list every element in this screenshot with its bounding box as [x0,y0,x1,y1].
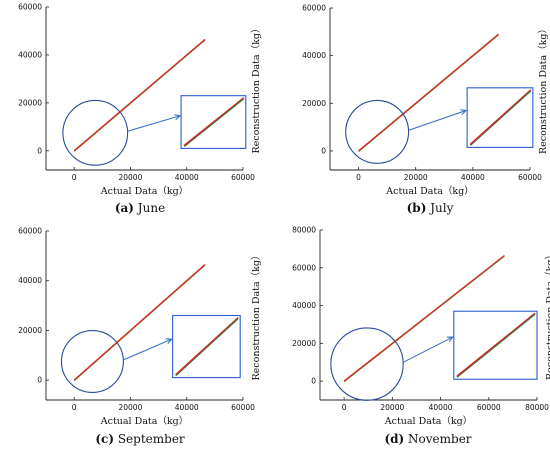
chart-panel-1: 0 20000 40000 60000 0 20000 40000 60000 Actual D… [18,3,262,216]
y-tick-label: 0 [311,377,316,386]
panel-caption-text: June [136,201,165,215]
x-tick-label: 40000 [175,403,199,412]
y-tick-label: 40000 [302,51,326,60]
x-tick-label: 20000 [380,403,404,412]
x-tick-label: 40000 [429,403,453,412]
panel-letter: (d) [384,432,404,446]
series-line [343,254,505,382]
panel-caption: (a) June [115,201,165,215]
panel-letter: (b) [407,201,427,215]
chart-panel-4: 0 20000 40000 60000 80000 0 20000 40000 60000 800… [292,226,550,447]
zoom-circle [330,327,404,401]
y-tick-label: 60000 [18,227,42,236]
y-tick-label: 40000 [292,301,316,310]
zoom-circle [62,99,129,166]
inset-line-dark [184,98,245,147]
inset-line-red [456,312,536,377]
y-axis-title: Reconstruction Data（kg） [537,24,549,154]
y-tick-label: 20000 [302,99,326,108]
zoom-circle [345,99,410,164]
panel-caption: (c) September [95,432,185,446]
panel-letter: (c) [95,432,114,446]
chart-panel-2: 0 20000 40000 60000 0 20000 40000 60000 Actual D… [302,4,549,216]
inset-line-red [183,97,245,146]
chart-panel-3: 0 20000 40000 60000 0 20000 40000 60000 Actual D… [18,227,262,447]
panel-caption: (d) November [384,432,471,446]
zoom-arrow-head [460,109,468,116]
inset-line-red [469,89,532,145]
x-tick-label: 0 [342,403,347,412]
x-tick-label: 20000 [404,173,428,182]
x-axis-title: Actual Data（kg） [384,415,472,427]
inset-line-dark [457,313,536,378]
y-tick-label: 80000 [292,226,316,235]
x-axis-title: Actual Data（kg） [100,185,188,197]
x-axis-title: Actual Data（kg） [100,415,188,427]
x-tick-label: 60000 [518,173,542,182]
y-tick-label: 0 [37,376,42,385]
x-tick-label: 20000 [118,173,142,182]
x-tick-label: 0 [356,173,361,182]
zoom-arrow [127,115,181,132]
series-line [358,33,500,152]
zoom-arrow [408,109,467,131]
zoom-circle [60,329,124,393]
y-tick-label: 60000 [292,263,316,272]
panel-letter: (a) [115,201,134,215]
y-tick-label: 20000 [292,339,316,348]
zoom-arrow [123,338,172,361]
y-tick-label: 60000 [18,3,42,12]
y-axis-title: Reconstruction Data（kg） [250,24,262,154]
y-tick-label: 0 [321,146,326,155]
inset-line-red [175,316,239,376]
y-axis-title: Reconstruction Data（kg） [544,250,550,380]
x-tick-label: 60000 [477,403,501,412]
inset-line-dark [470,90,532,146]
series-line [73,264,206,381]
x-tick-label: 20000 [118,403,142,412]
y-axis-title: Reconstruction Data（kg） [250,251,262,381]
x-tick-label: 40000 [461,173,485,182]
x-axis-title: Actual Data（kg） [385,185,473,197]
x-tick-label: 0 [72,173,77,182]
y-tick-label: 60000 [302,4,326,13]
panel-caption: (b) July [407,201,454,215]
x-tick-label: 60000 [231,403,255,412]
zoom-arrow-head [446,336,454,343]
inset-line-dark [176,317,239,376]
y-tick-label: 0 [37,146,42,155]
x-tick-label: 80000 [525,403,549,412]
x-tick-label: 0 [72,403,77,412]
panel-caption-text: September [118,432,185,446]
x-tick-label: 60000 [231,173,255,182]
x-tick-label: 40000 [175,173,199,182]
zoom-arrow-head [174,114,182,121]
panel-caption-text: July [428,201,453,215]
zoom-arrow [402,336,454,363]
series-line [73,38,206,152]
panel-caption-text: November [408,432,472,446]
zoom-arrow-head [165,338,173,345]
y-tick-label: 40000 [18,276,42,285]
y-tick-label: 20000 [18,326,42,335]
y-tick-label: 40000 [18,50,42,59]
y-tick-label: 20000 [18,98,42,107]
